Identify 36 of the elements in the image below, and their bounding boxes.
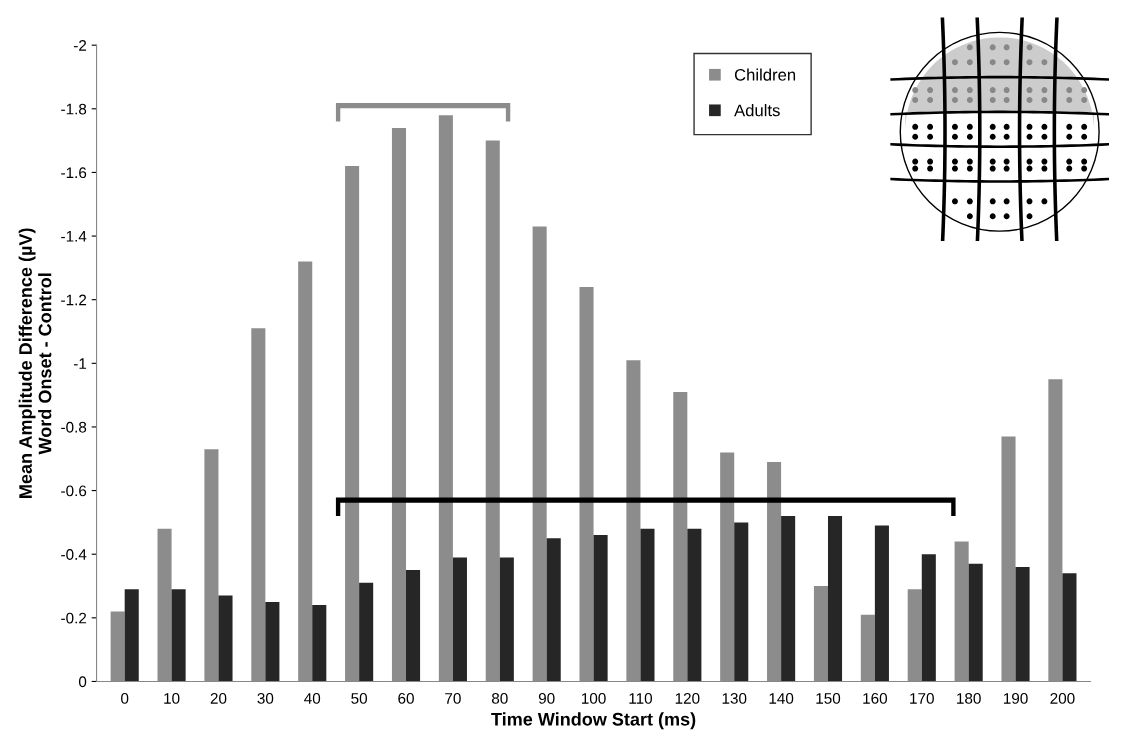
y-tick-label: -0.6 (61, 485, 87, 497)
x-tick-label: 150 (816, 692, 841, 704)
y-tick-label: 0 (78, 676, 87, 688)
x-tick-label: 170 (910, 692, 934, 704)
x-tick-label: 40 (304, 692, 321, 704)
x-tick-label: 110 (629, 692, 653, 704)
x-axis-title: Time Window Start (ms) (491, 712, 696, 730)
y-tick-label: -1.8 (61, 103, 87, 115)
x-tick-label: 60 (398, 692, 414, 704)
legend-label: Children (734, 68, 796, 81)
y-axis-title: Mean Amplitude Difference (µV) Word Onset - Control (18, 228, 52, 498)
x-tick-label: 50 (351, 692, 368, 704)
x-tick-label: 20 (210, 692, 227, 704)
x-tick-label: 200 (1050, 692, 1075, 704)
y-tick-label: -1.6 (61, 167, 87, 179)
x-tick-label: 30 (257, 692, 274, 704)
y-tick-label: -1 (73, 358, 87, 369)
y-tick-label: -0.8 (61, 421, 87, 433)
x-tick-label: 140 (769, 692, 794, 704)
y-tick-label: -2 (73, 40, 87, 51)
x-tick-label: 90 (538, 692, 555, 704)
x-tick-label: 120 (675, 692, 700, 704)
x-tick-label: 80 (491, 692, 508, 704)
x-tick-label: 70 (445, 692, 461, 704)
y-tick-label: -1.4 (61, 231, 87, 242)
x-tick-label: 10 (164, 692, 180, 704)
x-tick-label: 0 (121, 692, 129, 704)
x-tick-label: 180 (957, 692, 981, 704)
x-tick-label: 100 (581, 692, 606, 704)
y-tick-label: -0.4 (61, 549, 87, 560)
y-tick-label: -1.2 (61, 294, 87, 306)
x-tick-label: 160 (863, 692, 888, 704)
x-tick-label: 190 (1003, 692, 1028, 704)
y-tick-label: -0.2 (61, 612, 87, 624)
legend-label: Adults (734, 104, 780, 117)
x-tick-label: 130 (722, 692, 747, 704)
